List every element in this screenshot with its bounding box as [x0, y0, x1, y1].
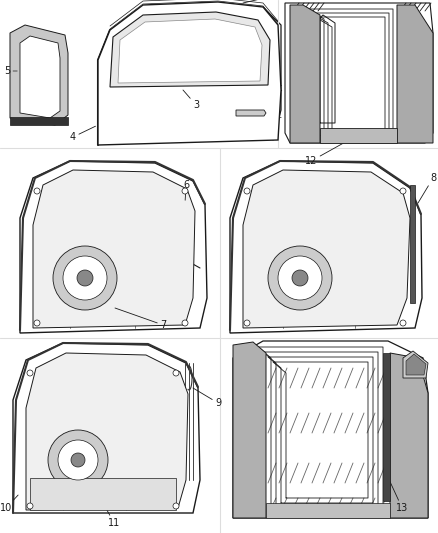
Circle shape	[244, 320, 250, 326]
Polygon shape	[20, 161, 207, 333]
Text: 7: 7	[115, 308, 166, 330]
Polygon shape	[233, 342, 266, 518]
Polygon shape	[30, 478, 176, 510]
Circle shape	[34, 188, 40, 194]
Polygon shape	[10, 117, 68, 125]
Circle shape	[400, 188, 406, 194]
Polygon shape	[13, 343, 200, 513]
Polygon shape	[266, 503, 390, 518]
Polygon shape	[403, 351, 428, 378]
Text: 9: 9	[193, 388, 221, 408]
Text: 11: 11	[103, 503, 120, 528]
Circle shape	[182, 320, 188, 326]
Polygon shape	[236, 110, 266, 116]
Circle shape	[268, 246, 332, 310]
Polygon shape	[98, 2, 281, 145]
Polygon shape	[390, 353, 428, 518]
Polygon shape	[118, 19, 262, 83]
Text: 4: 4	[70, 126, 95, 142]
Circle shape	[48, 430, 108, 490]
Polygon shape	[243, 170, 410, 328]
Text: 1: 1	[243, 0, 289, 3]
Circle shape	[58, 440, 98, 480]
Circle shape	[71, 453, 85, 467]
Polygon shape	[383, 353, 390, 501]
Circle shape	[34, 320, 40, 326]
Text: 6: 6	[183, 180, 189, 200]
Text: 3: 3	[183, 90, 199, 110]
Circle shape	[63, 256, 107, 300]
Circle shape	[27, 503, 33, 509]
Circle shape	[173, 503, 179, 509]
Text: 2: 2	[160, 40, 185, 54]
Text: 5: 5	[4, 66, 17, 76]
Circle shape	[292, 270, 308, 286]
Polygon shape	[285, 3, 433, 143]
Text: 13: 13	[387, 475, 408, 513]
Circle shape	[77, 270, 93, 286]
Text: 10: 10	[0, 495, 18, 513]
Circle shape	[278, 256, 322, 300]
Polygon shape	[233, 341, 428, 518]
Circle shape	[173, 370, 179, 376]
Polygon shape	[397, 5, 433, 143]
Polygon shape	[10, 25, 68, 125]
Text: 8: 8	[418, 173, 436, 203]
Polygon shape	[26, 353, 188, 510]
Polygon shape	[20, 36, 60, 118]
Polygon shape	[290, 5, 320, 143]
Text: 12: 12	[305, 135, 358, 166]
Circle shape	[27, 370, 33, 376]
Polygon shape	[110, 12, 270, 87]
Polygon shape	[230, 161, 422, 333]
Circle shape	[182, 188, 188, 194]
Polygon shape	[320, 128, 397, 143]
Polygon shape	[33, 170, 195, 328]
Circle shape	[53, 246, 117, 310]
Polygon shape	[410, 185, 415, 303]
Polygon shape	[406, 354, 426, 375]
Circle shape	[244, 188, 250, 194]
Circle shape	[400, 320, 406, 326]
